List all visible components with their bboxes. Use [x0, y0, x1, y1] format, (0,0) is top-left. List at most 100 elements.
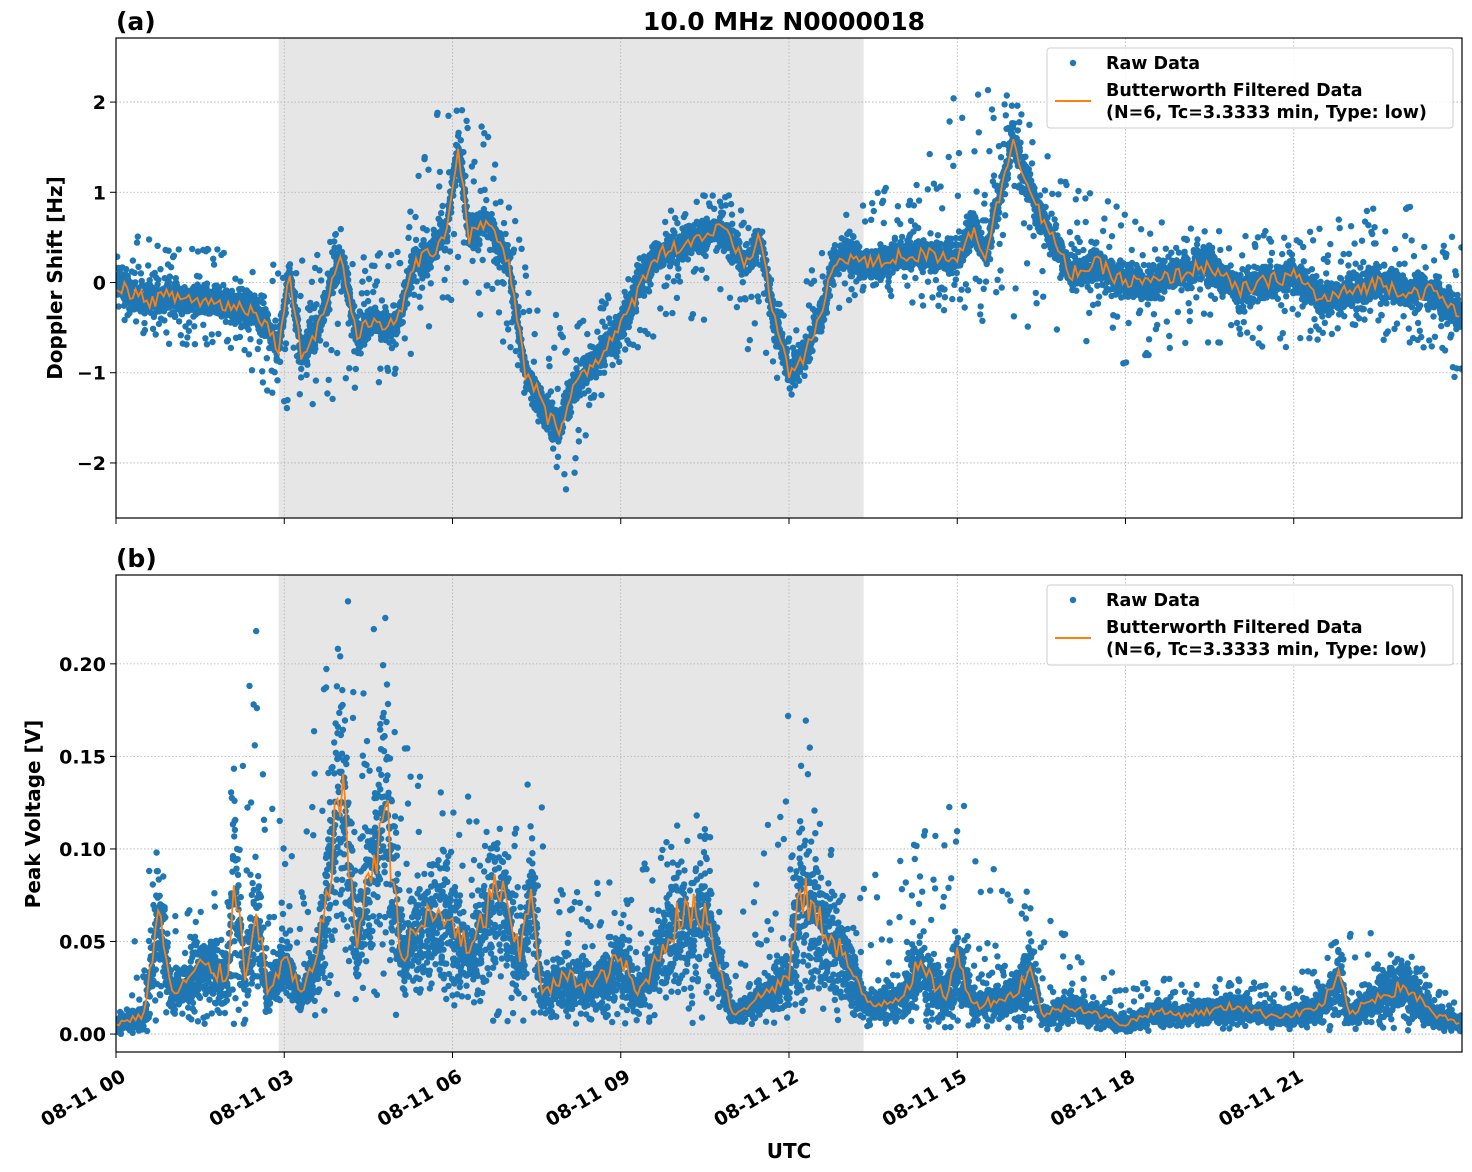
raw-data-point: [326, 306, 333, 313]
raw-data-point: [556, 324, 564, 332]
raw-data-point: [645, 288, 653, 295]
raw-data-point: [155, 276, 162, 284]
raw-data-point: [436, 183, 443, 190]
raw-data-point: [934, 232, 942, 239]
raw-data-point: [391, 302, 398, 309]
raw-data-point: [703, 274, 710, 282]
raw-data-point: [309, 400, 316, 408]
raw-data-point: [793, 327, 800, 334]
raw-data-point: [421, 153, 428, 161]
raw-data-point: [214, 246, 221, 253]
raw-data-point: [499, 338, 507, 345]
raw-data-point: [729, 220, 736, 227]
raw-data-point: [370, 288, 377, 296]
raw-data-point: [534, 307, 541, 314]
raw-data-point: [682, 211, 689, 218]
raw-data-point: [236, 333, 244, 341]
raw-data-point: [755, 298, 762, 305]
raw-data-point: [286, 261, 294, 268]
raw-data-point: [209, 338, 216, 346]
raw-data-point: [282, 340, 290, 347]
raw-data-point: [530, 358, 538, 365]
raw-data-point: [133, 239, 141, 246]
raw-data-point: [205, 246, 212, 253]
raw-data-point: [491, 161, 499, 168]
raw-data-point: [737, 207, 745, 214]
raw-data-point: [919, 302, 927, 309]
raw-data-point: [170, 252, 178, 259]
raw-data-point: [241, 346, 248, 354]
raw-data-point: [475, 289, 482, 296]
raw-data-point: [728, 211, 736, 218]
raw-data-point: [927, 230, 934, 237]
raw-data-point: [245, 326, 252, 333]
raw-data-point: [860, 283, 867, 291]
raw-data-point: [808, 267, 816, 274]
raw-data-point: [912, 274, 919, 282]
raw-data-point: [512, 217, 519, 225]
raw-data-point: [940, 307, 948, 314]
raw-data-point: [116, 253, 121, 260]
raw-data-point: [625, 276, 632, 283]
raw-data-point: [932, 276, 940, 284]
raw-data-point: [141, 319, 148, 327]
raw-data-point: [891, 234, 899, 241]
raw-data-point: [439, 202, 446, 210]
raw-data-point: [562, 486, 570, 493]
raw-data-point: [495, 309, 503, 316]
raw-data-point: [202, 335, 209, 342]
raw-data-point: [476, 311, 484, 318]
raw-data-point: [145, 236, 153, 243]
raw-data-point: [845, 296, 853, 304]
raw-data-point: [210, 255, 217, 262]
raw-data-point: [417, 304, 424, 311]
raw-data-point: [397, 259, 404, 267]
raw-data-point: [186, 319, 193, 326]
raw-data-point: [391, 370, 398, 377]
raw-data-point: [861, 218, 869, 225]
raw-data-point: [843, 211, 850, 218]
raw-data-point: [404, 300, 411, 307]
raw-data-point: [163, 329, 170, 336]
raw-data-point: [296, 391, 303, 398]
raw-data-point: [616, 342, 623, 349]
raw-data-point: [859, 202, 867, 209]
raw-data-point: [178, 311, 186, 318]
raw-data-point: [260, 299, 267, 307]
raw-data-point: [915, 197, 923, 204]
raw-data-point: [365, 275, 373, 282]
raw-data-point: [346, 365, 353, 372]
raw-data-point: [194, 248, 202, 255]
raw-data-point: [809, 347, 816, 355]
raw-data-point: [405, 234, 412, 241]
raw-data-point: [220, 281, 227, 289]
raw-data-point: [425, 166, 432, 173]
raw-data-point: [351, 302, 358, 310]
raw-data-point: [450, 230, 458, 238]
raw-data-point: [850, 233, 857, 241]
raw-data-point: [439, 294, 446, 301]
raw-data-point: [826, 292, 834, 299]
raw-data-point: [376, 250, 383, 257]
raw-data-point: [520, 308, 527, 316]
raw-data-point: [284, 396, 291, 404]
raw-data-point: [552, 311, 560, 319]
raw-data-point: [786, 385, 793, 392]
raw-data-point: [727, 200, 735, 208]
raw-data-point: [134, 233, 141, 240]
raw-data-point: [215, 330, 222, 338]
raw-data-point: [620, 331, 628, 338]
raw-data-point: [894, 203, 902, 210]
raw-data-point: [746, 336, 753, 344]
raw-data-point: [316, 267, 323, 274]
raw-data-point: [810, 277, 818, 285]
raw-data-point: [248, 367, 256, 374]
raw-data-point: [314, 251, 321, 259]
raw-data-point: [341, 254, 348, 261]
raw-data-point: [155, 320, 163, 328]
raw-data-point: [308, 278, 316, 285]
raw-data-point: [507, 344, 514, 351]
raw-data-point: [412, 213, 419, 221]
raw-data-point: [941, 286, 948, 293]
raw-data-point: [149, 325, 157, 332]
